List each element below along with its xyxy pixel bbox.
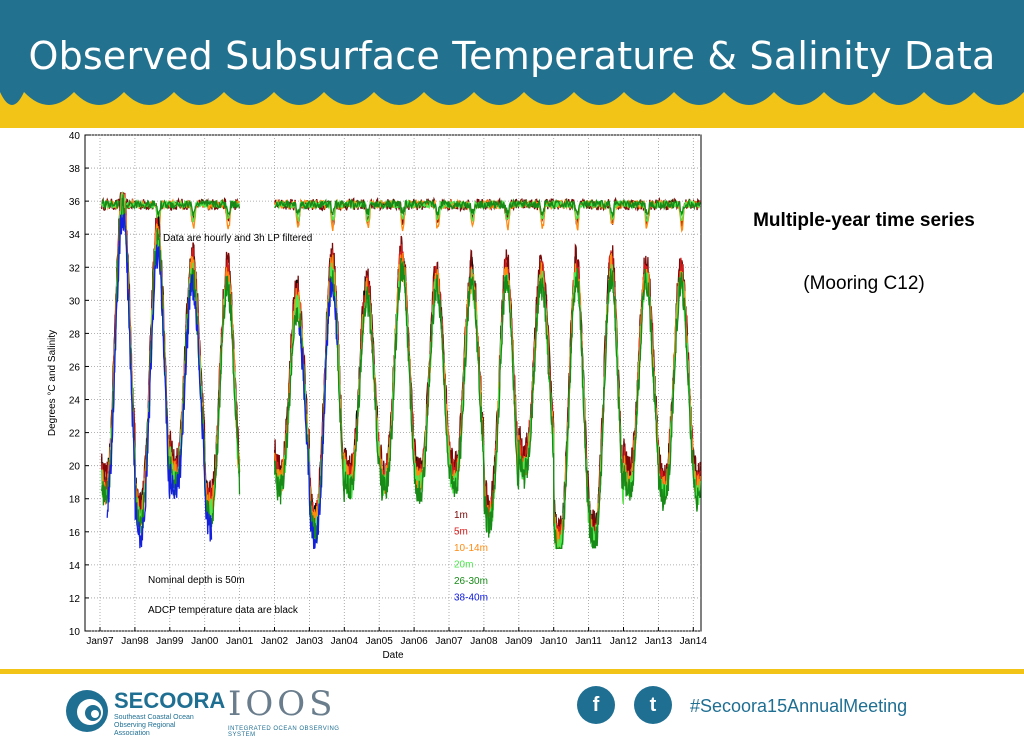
legend-item: 20m	[454, 560, 473, 571]
x-tick-label: Jan05	[366, 636, 394, 647]
y-tick-label: 26	[69, 362, 81, 373]
footer-divider	[0, 669, 1024, 674]
x-tick-label: Jan08	[470, 636, 498, 647]
x-tick-label: Jan02	[261, 636, 289, 647]
x-tick-label: Jan00	[191, 636, 219, 647]
x-axis-label: Date	[382, 650, 404, 661]
side-title: Multiple-year time series	[753, 210, 975, 231]
legend-item: 5m	[454, 527, 468, 538]
x-tick-label: Jan11	[575, 636, 602, 647]
x-tick-label: Jan01	[226, 636, 254, 647]
chart-annotation: Data are hourly and 3h LP filtered	[163, 233, 312, 244]
y-tick-label: 40	[69, 131, 81, 142]
x-tick-label: Jan12	[610, 636, 638, 647]
legend-item: 26-30m	[454, 576, 488, 587]
banner-shape	[0, 0, 1024, 128]
y-tick-label: 24	[69, 396, 81, 407]
y-tick-label: 18	[69, 495, 81, 506]
x-tick-label: Jan04	[331, 636, 359, 647]
x-tick-label: Jan99	[156, 636, 184, 647]
hashtag: #Secoora15AnnualMeeting	[690, 696, 908, 716]
temp-line-38-40m	[106, 213, 213, 549]
time-series-chart: 10 12 14 16 18 20 22 24 26 28 30 32 34 36 38 40 Jan97 Jan…	[38, 128, 712, 662]
ioos-logo[interactable]: IOOS INTEGRATED OCEAN OBSERVING SYSTEM	[228, 684, 358, 740]
y-tick-label: 32	[69, 263, 81, 274]
facebook-icon[interactable]: f	[577, 686, 615, 724]
secoora-logo[interactable]: SECOORA Southeast Coastal Ocean Observin…	[64, 686, 225, 737]
y-tick-label: 36	[69, 197, 81, 208]
legend-item: 38-40m	[454, 593, 488, 604]
x-tick-label: Jan97	[86, 636, 114, 647]
footer: SECOORA Southeast Coastal Ocean Observin…	[0, 674, 1024, 747]
y-tick-label: 22	[69, 429, 81, 440]
chart-annotation: Nominal depth is 50m	[148, 575, 245, 586]
y-tick-label: 12	[69, 594, 81, 605]
x-tick-label: Jan09	[505, 636, 533, 647]
slide-title: Observed Subsurface Temperature & Salini…	[28, 34, 996, 78]
y-tick-label: 10	[69, 627, 81, 638]
chart-svg: 10 12 14 16 18 20 22 24 26 28 30 32 34 36 38 40 Jan97 Jan…	[47, 131, 708, 661]
y-tick-label: 20	[69, 462, 81, 473]
x-tick-label: Jan13	[645, 636, 673, 647]
legend-item: 10-14m	[454, 543, 488, 554]
secoora-name: SECOORA	[114, 688, 226, 713]
x-tick-label: Jan98	[121, 636, 149, 647]
secoora-subtitle: Southeast Coastal Ocean Observing Region…	[114, 714, 194, 737]
twitter-icon[interactable]: t	[634, 686, 672, 724]
y-tick-label: 28	[69, 329, 81, 340]
legend-item: 1m	[454, 510, 468, 521]
ioos-subtitle: INTEGRATED OCEAN OBSERVING SYSTEM	[228, 726, 340, 738]
x-tick-label: Jan06	[400, 636, 428, 647]
x-tick-label: Jan03	[296, 636, 324, 647]
y-tick-label: 16	[69, 528, 81, 539]
title-banner: Observed Subsurface Temperature & Salini…	[0, 0, 1024, 128]
side-subtitle: (Mooring C12)	[803, 273, 925, 294]
y-tick-label: 14	[69, 561, 81, 572]
secoora-wave-icon	[66, 690, 108, 732]
temp-line-38-40m-b	[298, 278, 338, 549]
y-tick-label: 34	[69, 230, 81, 241]
y-axis-label: Degrees °C and Salinity	[47, 330, 58, 436]
x-tick-label: Jan14	[680, 636, 708, 647]
x-tick-label: Jan07	[435, 636, 463, 647]
ioos-name: IOOS	[228, 684, 337, 724]
y-tick-label: 38	[69, 164, 81, 175]
x-tick-label: Jan10	[540, 636, 568, 647]
y-tick-label: 30	[69, 296, 81, 307]
chart-annotation: ADCP temperature data are black	[148, 605, 299, 616]
